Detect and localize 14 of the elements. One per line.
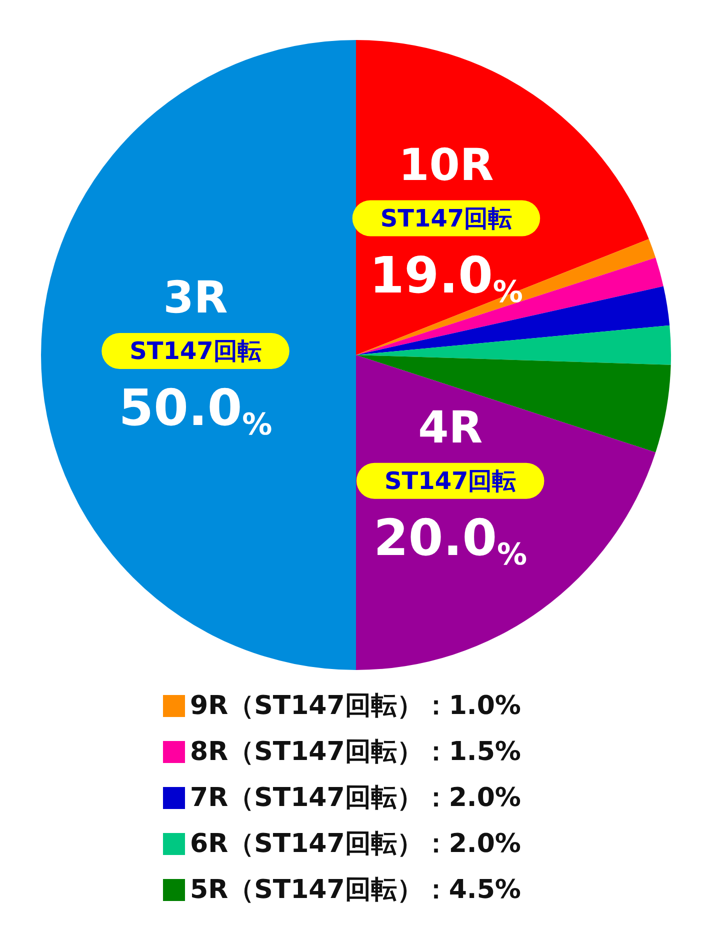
data-label: 20.0% [374, 508, 528, 572]
legend-label: 7R（ST147回転）：2.0% [190, 783, 521, 813]
legend-label: 8R（ST147回転）：1.5% [190, 737, 521, 767]
slice-label: 10R [398, 140, 494, 191]
slice-label: 3R [163, 272, 228, 324]
legend-label: 9R（ST147回転）：1.0% [190, 691, 521, 721]
text: ST147回転 [380, 204, 512, 232]
text: ST147回転 [384, 466, 516, 495]
text: ST147回転 [130, 337, 262, 365]
data-label: 50.0% [118, 379, 272, 442]
slice-label: 4R [418, 402, 483, 454]
data-label: 19.0% [370, 246, 523, 310]
legend-label: 5R（ST147回転）：4.5% [190, 875, 521, 905]
legend-label: 6R（ST147回転）：2.0% [190, 829, 521, 859]
